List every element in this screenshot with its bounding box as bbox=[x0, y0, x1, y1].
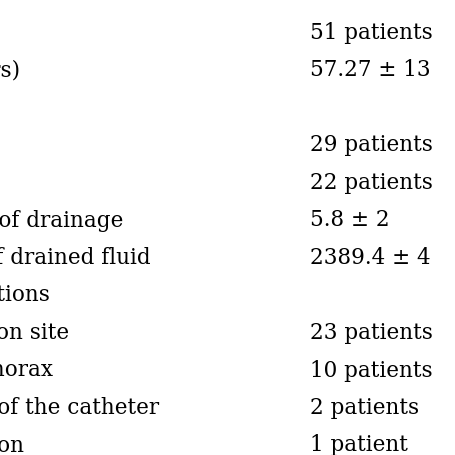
Text: 51 patients: 51 patients bbox=[310, 22, 433, 44]
Text: Complications: Complications bbox=[0, 284, 51, 307]
Text: 22 patients: 22 patients bbox=[310, 172, 433, 194]
Text: Age (years): Age (years) bbox=[0, 60, 20, 81]
Text: 2 patients: 2 patients bbox=[310, 397, 419, 419]
Text: 57.27 ± 13: 57.27 ± 13 bbox=[310, 60, 430, 81]
Text: At insertion site: At insertion site bbox=[0, 322, 69, 344]
Text: Duration of drainage: Duration of drainage bbox=[0, 209, 123, 232]
Text: Dislodge of the catheter: Dislodge of the catheter bbox=[0, 397, 159, 419]
Text: Volume of drained fluid: Volume of drained fluid bbox=[0, 247, 151, 269]
Text: 2389.4 ± 4: 2389.4 ± 4 bbox=[310, 247, 430, 269]
Text: 23 patients: 23 patients bbox=[310, 322, 433, 344]
Text: Pneumothorax: Pneumothorax bbox=[0, 359, 54, 381]
Text: 1 patient: 1 patient bbox=[310, 435, 408, 455]
Text: 5.8 ± 2: 5.8 ± 2 bbox=[310, 209, 389, 232]
Text: Obstruction: Obstruction bbox=[0, 435, 25, 455]
Text: 29 patients: 29 patients bbox=[310, 135, 433, 157]
Text: 10 patients: 10 patients bbox=[310, 359, 433, 381]
